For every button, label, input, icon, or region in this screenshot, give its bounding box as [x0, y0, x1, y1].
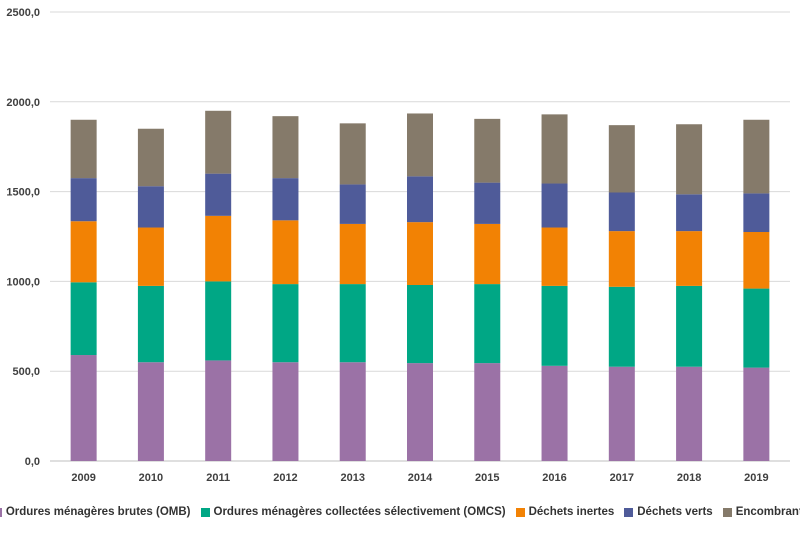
- legend-label: Encombrants: [735, 506, 800, 518]
- bar-segment: [407, 222, 433, 285]
- bars: [70, 110, 770, 461]
- legend-swatch: [722, 507, 732, 517]
- bar-segment: [474, 284, 501, 364]
- bar-segment: [272, 362, 299, 461]
- legend-swatch: [624, 507, 634, 517]
- bar-segment: [339, 284, 366, 363]
- bar-segment: [743, 193, 770, 233]
- bar-segment: [541, 114, 568, 184]
- bar-segment: [70, 119, 97, 179]
- bar-segment: [743, 232, 770, 289]
- bar-segment: [205, 173, 232, 216]
- bar-segment: [272, 178, 299, 221]
- legend-item: Déchets inertes: [515, 506, 615, 518]
- bar-segment: [743, 119, 770, 194]
- x-axis-tick-labels: 2009 2010 2011 2012 2013 2014 2015 2016 2017 2018…: [71, 472, 768, 484]
- bar-segment: [339, 362, 366, 461]
- bar-segment: [407, 363, 433, 461]
- x-tick-label: 2009: [71, 472, 95, 484]
- x-tick-label: 2018: [677, 472, 701, 484]
- bar-segment: [205, 360, 232, 461]
- legend-swatch: [200, 507, 210, 517]
- legend-label: Ordures ménagères collectées sélectiveme…: [213, 506, 506, 518]
- bar-segment: [743, 288, 770, 368]
- bar-segment: [205, 215, 232, 282]
- bar-segment: [339, 184, 366, 224]
- x-tick-label: 2016: [542, 472, 566, 484]
- legend-item: Ordures ménagères brutes (OMB): [0, 506, 191, 518]
- x-tick-label: 2013: [340, 472, 364, 484]
- legend-item: Déchets verts: [624, 506, 713, 518]
- x-tick-label: 2010: [139, 472, 163, 484]
- legend-label: Ordures ménagères brutes (OMB): [5, 506, 191, 518]
- bar-segment: [70, 355, 97, 461]
- y-tick-label: 2500,0: [6, 7, 40, 19]
- bar-segment: [407, 284, 433, 364]
- stacked-bar-chart: 0,0 500,0 1000,0 1500,0 2000,0 2500,0 2009 201…: [6, 7, 790, 484]
- bar-segment: [474, 363, 501, 461]
- y-tick-label: 1000,0: [6, 276, 40, 288]
- bar-segment: [407, 113, 433, 177]
- legend-item: Ordures ménagères collectées sélectiveme…: [200, 506, 506, 518]
- bar-segment: [474, 182, 501, 224]
- y-axis-tick-labels: 0,0 500,0 1000,0 1500,0 2000,0 2500,0: [6, 7, 40, 468]
- bar-segment: [70, 282, 97, 356]
- bar-segment: [541, 285, 568, 366]
- bar-segment: [474, 223, 501, 285]
- bar-segment: [137, 285, 164, 363]
- bar-segment: [608, 192, 635, 232]
- bar-segment: [541, 227, 568, 286]
- bar-segment: [272, 116, 299, 179]
- y-tick-label: 2000,0: [6, 97, 40, 109]
- bar-segment: [676, 124, 703, 195]
- bar-segment: [676, 366, 703, 461]
- bar-segment: [608, 366, 635, 461]
- bar-segment: [137, 362, 164, 461]
- bar-segment: [676, 231, 703, 286]
- y-tick-label: 0,0: [25, 456, 40, 468]
- bar-segment: [743, 367, 770, 461]
- x-tick-label: 2011: [206, 472, 230, 484]
- bar-segment: [541, 183, 568, 228]
- bar-segment: [474, 118, 501, 183]
- bar-segment: [608, 125, 635, 193]
- bar-segment: [272, 284, 299, 363]
- bar-segment: [272, 220, 299, 285]
- x-tick-label: 2017: [610, 472, 634, 484]
- legend-swatch: [515, 507, 525, 517]
- legend-label: Déchets inertes: [528, 506, 615, 518]
- x-tick-label: 2015: [475, 472, 499, 484]
- bar-segment: [608, 286, 635, 367]
- bar-segment: [339, 123, 366, 185]
- legend-item: Encombrants: [722, 506, 800, 518]
- bar-segment: [608, 231, 635, 287]
- x-tick-label: 2019: [744, 472, 768, 484]
- bar-segment: [137, 128, 164, 187]
- bar-segment: [407, 176, 433, 223]
- bar-segment: [137, 186, 164, 228]
- x-tick-label: 2012: [273, 472, 297, 484]
- y-tick-label: 1500,0: [6, 187, 40, 199]
- bar-segment: [339, 223, 366, 285]
- y-tick-label: 500,0: [12, 366, 40, 378]
- bar-segment: [205, 281, 232, 361]
- bar-segment: [205, 110, 232, 174]
- bar-segment: [70, 178, 97, 222]
- x-tick-label: 2014: [408, 472, 433, 484]
- legend: Ordures ménagères brutes (OMB) Ordures mé…: [0, 503, 800, 521]
- bar-segment: [70, 221, 97, 283]
- bar-segment: [676, 285, 703, 367]
- legend-label: Déchets verts: [637, 506, 713, 518]
- bar-segment: [676, 194, 703, 232]
- bar-segment: [541, 365, 568, 461]
- bar-segment: [137, 227, 164, 286]
- legend-swatch: [0, 507, 2, 517]
